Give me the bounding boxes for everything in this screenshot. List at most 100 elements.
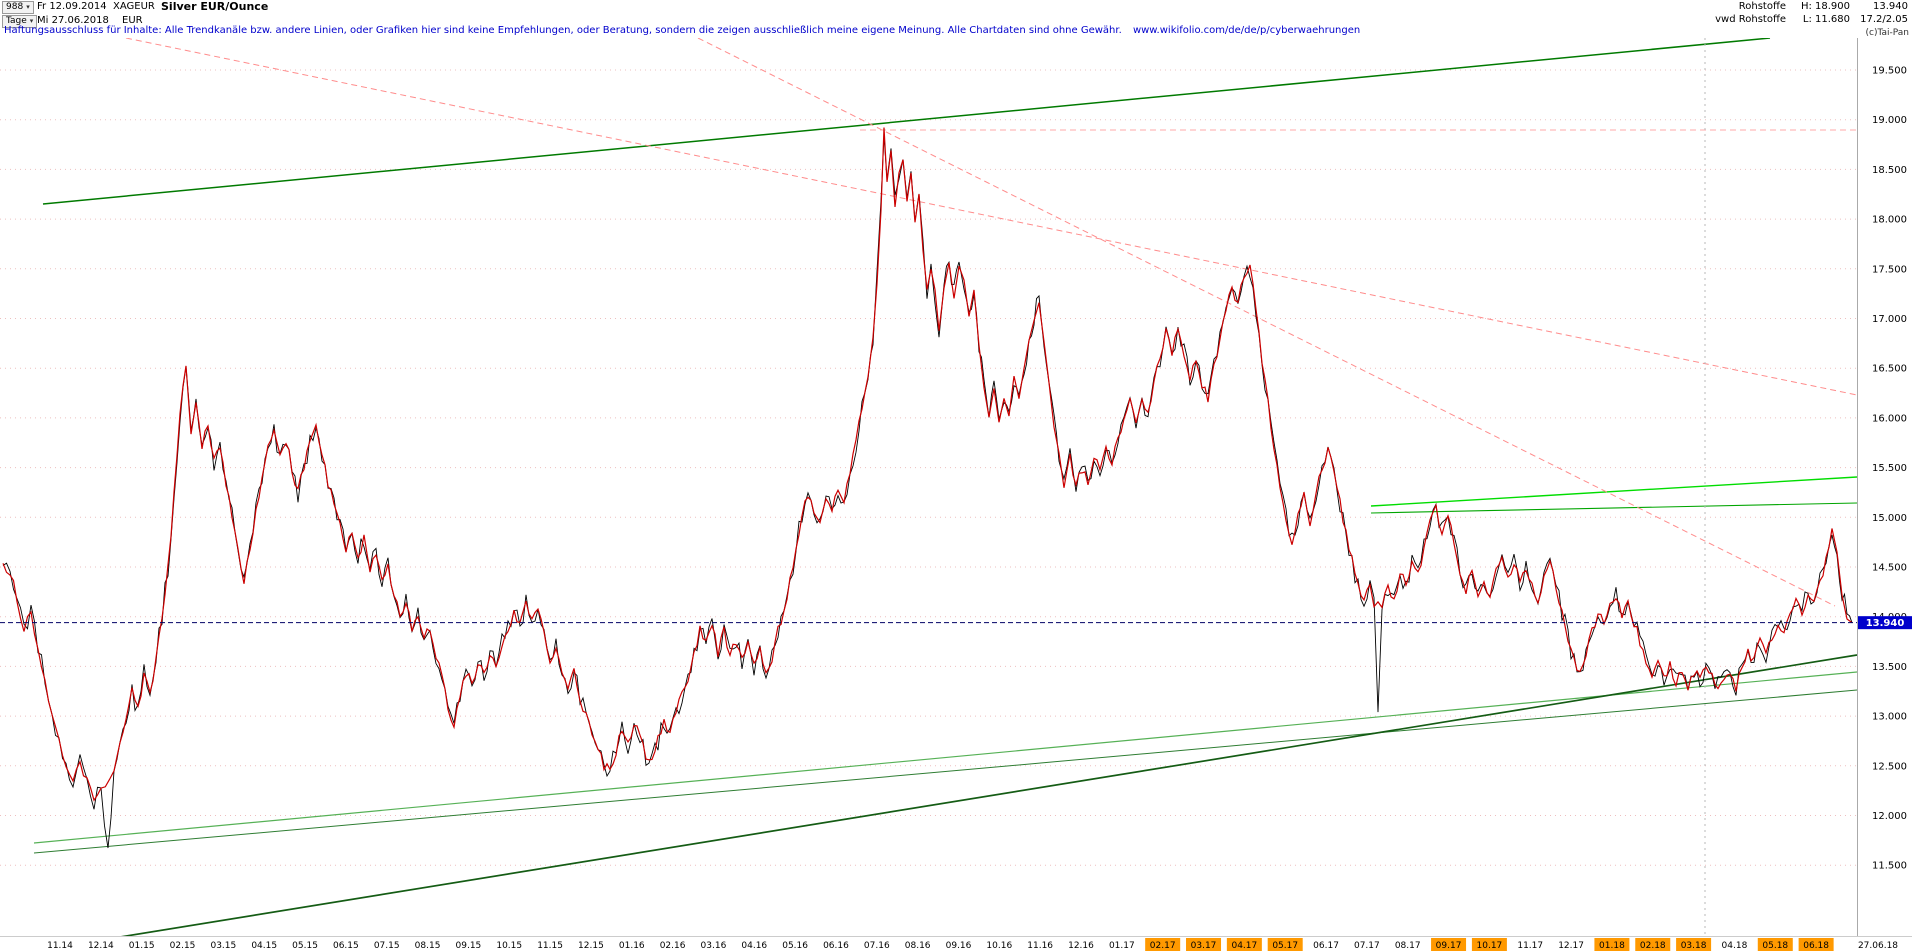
x-axis-label: 09.17: [1436, 941, 1462, 951]
x-axis-label: 08.17: [1395, 941, 1421, 951]
x-axis-label: 06.15: [333, 941, 359, 951]
x-axis-label: 05.16: [782, 941, 808, 951]
x-label-highlight: [1676, 938, 1712, 951]
y-axis-label: 16.500: [1872, 364, 1907, 375]
x-axis-label: 02.17: [1150, 941, 1176, 951]
x-axis-label: 01.18: [1599, 941, 1625, 951]
x-label-highlight: [1267, 938, 1303, 951]
x-label-highlight: [1431, 938, 1467, 951]
chart-title: Silver EUR/Ounce: [161, 0, 269, 13]
x-axis-label: 06.17: [1313, 941, 1339, 951]
y-axis-label: 12.500: [1872, 761, 1907, 772]
bar-count-value: 988: [6, 2, 24, 12]
y-axis-label: 11.500: [1872, 861, 1907, 872]
x-label-highlight: [1226, 938, 1262, 951]
bar-count-dropdown[interactable]: 988 ▾: [2, 1, 34, 14]
x-axis-label: 11.17: [1517, 941, 1543, 951]
x-axis-label: 02.15: [170, 941, 196, 951]
x-axis-label: 12.16: [1068, 941, 1094, 951]
x-label-highlight: [1145, 938, 1181, 951]
x-axis-label: 27.06.18: [1858, 941, 1898, 951]
x-axis-label: 08.15: [415, 941, 441, 951]
x-axis-label: 11.16: [1027, 941, 1053, 951]
y-axis-label: 15.000: [1872, 513, 1907, 524]
x-axis-label: 09.15: [456, 941, 482, 951]
y-axis-label: 17.000: [1872, 314, 1907, 325]
y-axis-label: 12.000: [1872, 811, 1907, 822]
x-axis-label: 07.16: [864, 941, 890, 951]
x-axis-label: 03.17: [1191, 941, 1217, 951]
x-axis-label: 02.16: [660, 941, 686, 951]
x-axis-label: 04.18: [1722, 941, 1748, 951]
x-label-highlight: [1635, 938, 1671, 951]
x-axis-label: 08.16: [905, 941, 931, 951]
x-axis-label: 07.17: [1354, 941, 1380, 951]
x-axis-label: 01.17: [1109, 941, 1135, 951]
trendline-support-light: [33, 671, 1857, 844]
disclaimer: Haftungsausschluss für Inhalte: Alle Tre…: [4, 25, 1360, 36]
feed-label: vwd Rohstoffe: [1715, 14, 1786, 25]
x-axis-label: 01.16: [619, 941, 645, 951]
plot-area: [0, 38, 1857, 936]
last-value-label: 13.940: [1873, 1, 1908, 12]
x-axis-label: 03.15: [210, 941, 236, 951]
x-axis-label: 01.15: [129, 941, 155, 951]
trendline-resistance-bright-2: [1370, 502, 1857, 514]
y-axis-label: 16.000: [1872, 413, 1907, 424]
y-axis-label: 15.500: [1872, 463, 1907, 474]
x-axis-label: 05.18: [1762, 941, 1788, 951]
x-label-highlight: [1757, 938, 1793, 951]
x-axis-label: 05.15: [292, 941, 318, 951]
x-label-highlight: [1186, 938, 1222, 951]
x-axis-label: 12.14: [88, 941, 114, 951]
x-axis-label: 12.15: [578, 941, 604, 951]
x-label-highlight: [1594, 938, 1630, 951]
x-axis-label: 03.16: [701, 941, 727, 951]
chevron-down-icon: ▾: [26, 3, 30, 11]
period-high-label: H: 18.900: [1800, 1, 1850, 12]
timeframe-dropdown[interactable]: Tage ▾: [2, 15, 38, 28]
x-axis-label: 05.17: [1272, 941, 1298, 951]
x-axis-label: 11.14: [47, 941, 73, 951]
range-start-field[interactable]: Fr 12.09.2014: [37, 1, 107, 12]
trendline-upper-channel: [42, 38, 1771, 205]
disclaimer-text: Haftungsausschluss für Inhalte: Alle Tre…: [4, 25, 1122, 36]
y-axis-label: 13.000: [1872, 712, 1907, 723]
x-axis-label: 02.18: [1640, 941, 1666, 951]
trendline-downtrend-1: [125, 38, 1857, 396]
x-axis-label: 04.16: [741, 941, 767, 951]
range-end-field[interactable]: Mi 27.06.2018: [37, 15, 109, 26]
x-axis-label: 06.16: [823, 941, 849, 951]
symbol-field[interactable]: XAGEUR: [113, 1, 155, 12]
x-axis-label: 07.15: [374, 941, 400, 951]
y-axis-label: 14.500: [1872, 563, 1907, 574]
y-axis-label: 18.500: [1872, 165, 1907, 176]
trendline-support-steep-dark: [120, 654, 1857, 936]
x-label-highlight: [1471, 938, 1507, 951]
trendline-resistance-bright-1: [1370, 476, 1857, 507]
price-series-red: [2, 127, 1853, 802]
x-axis-label: 04.15: [251, 941, 277, 951]
last-price-tag: [1858, 616, 1912, 630]
price-series-black: [2, 136, 1853, 849]
last-price-tag-label: 13.940: [1866, 618, 1905, 629]
x-axis-label: 10.17: [1477, 941, 1503, 951]
x-axis-label: 09.16: [946, 941, 972, 951]
x-axis-label: 10.16: [986, 941, 1012, 951]
y-axis-label: 18.000: [1872, 215, 1907, 226]
x-axis-label: 06.18: [1803, 941, 1829, 951]
x-axis-label: 03.18: [1681, 941, 1707, 951]
y-axis-label: 13.500: [1872, 662, 1907, 673]
chevron-down-icon: ▾: [29, 17, 34, 25]
x-axis-label: 04.17: [1231, 941, 1257, 951]
copyright-label: (c)Tai-Pan: [1865, 28, 1909, 38]
y-axis-label: 19.500: [1872, 66, 1907, 77]
disclaimer-link[interactable]: www.wikifolio.com/de/de/p/cyberwaehrunge…: [1132, 25, 1361, 36]
x-axis-label: 11.15: [537, 941, 563, 951]
trendline-downtrend-2: [697, 38, 1836, 607]
y-axis-label: 19.000: [1872, 115, 1907, 126]
period-low-label: L: 11.680: [1802, 14, 1850, 25]
trendline-support-light-2: [33, 689, 1857, 854]
currency-label: EUR: [122, 15, 143, 26]
